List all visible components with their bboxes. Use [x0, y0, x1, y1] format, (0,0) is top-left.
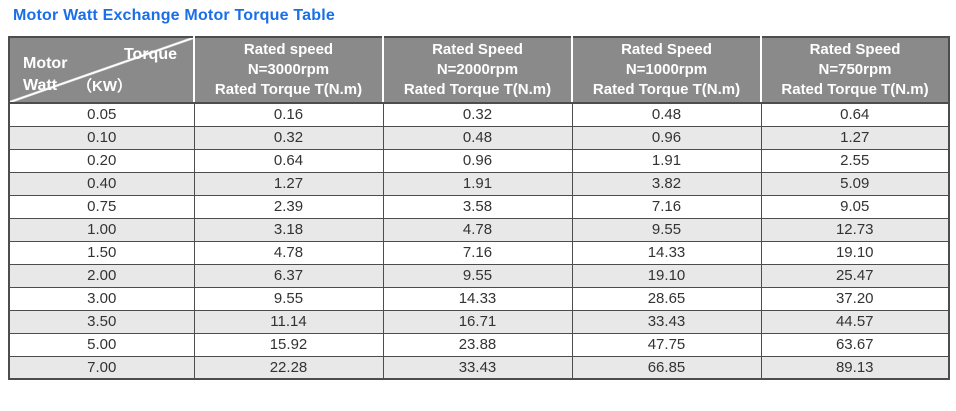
torque-value-cell: 9.55 [382, 263, 573, 288]
torque-value-cell: 7.16 [382, 240, 573, 265]
motor-watt-cell: 0.10 [8, 125, 195, 150]
header-line: N=1000rpm [625, 61, 708, 79]
header-line: Rated speed [243, 41, 334, 59]
corner-label-motor: Motor [23, 55, 68, 72]
motor-watt-cell: 0.05 [8, 102, 195, 127]
torque-value-cell: 4.78 [193, 240, 384, 265]
torque-value-cell: 22.28 [193, 355, 384, 380]
table-row: 1.00 3.18 4.78 9.55 12.73 [8, 217, 950, 242]
torque-value-cell: 0.96 [571, 125, 762, 150]
column-header-750rpm: Rated Speed N=750rpm Rated Torque T(N.m) [760, 37, 949, 104]
torque-value-cell: 44.57 [760, 309, 950, 334]
header-row: Torque Motor Watt （KW） Rated speed N=300… [9, 37, 949, 104]
torque-value-cell: 37.20 [760, 286, 950, 311]
table-row: 7.00 22.28 33.43 66.85 89.13 [8, 355, 950, 380]
torque-value-cell: 23.88 [382, 332, 573, 357]
header-line: Rated Torque T(N.m) [781, 80, 929, 98]
motor-watt-cell: 0.75 [8, 194, 195, 219]
torque-value-cell: 25.47 [760, 263, 950, 288]
column-header-2000rpm: Rated Speed N=2000rpm Rated Torque T(N.m… [382, 37, 572, 104]
motor-watt-cell: 0.40 [8, 171, 195, 196]
torque-value-cell: 1.91 [382, 171, 573, 196]
torque-value-cell: 0.32 [382, 102, 573, 127]
torque-value-cell: 19.10 [760, 240, 950, 265]
torque-value-cell: 9.55 [193, 286, 384, 311]
header-line: Rated Speed [621, 41, 712, 59]
table-row: 0.05 0.16 0.32 0.48 0.64 [8, 102, 950, 127]
torque-value-cell: 1.27 [760, 125, 950, 150]
torque-value-cell: 12.73 [760, 217, 950, 242]
torque-value-cell: 63.67 [760, 332, 950, 357]
torque-value-cell: 33.43 [382, 355, 573, 380]
motor-watt-cell: 1.50 [8, 240, 195, 265]
torque-value-cell: 5.09 [760, 171, 950, 196]
header-line: N=2000rpm [436, 61, 519, 79]
motor-watt-cell: 7.00 [8, 355, 195, 380]
torque-value-cell: 0.32 [193, 125, 384, 150]
torque-value-cell: 6.37 [193, 263, 384, 288]
torque-value-cell: 89.13 [760, 355, 950, 380]
column-header-3000rpm: Rated speed N=3000rpm Rated Torque T(N.m… [193, 37, 383, 104]
torque-value-cell: 33.43 [571, 309, 762, 334]
motor-watt-cell: 2.00 [8, 263, 195, 288]
torque-value-cell: 0.64 [760, 102, 950, 127]
header-line: N=750rpm [818, 61, 892, 79]
corner-label-kw-unit: （KW） [77, 78, 132, 95]
header-line: Rated Torque T(N.m) [214, 80, 363, 98]
torque-value-cell: 1.91 [571, 148, 762, 173]
torque-value-cell: 28.65 [571, 286, 762, 311]
motor-watt-cell: 5.00 [8, 332, 195, 357]
torque-value-cell: 2.55 [760, 148, 950, 173]
table-row: 0.75 2.39 3.58 7.16 9.05 [8, 194, 950, 219]
table-row: 0.40 1.27 1.91 3.82 5.09 [8, 171, 950, 196]
torque-value-cell: 16.71 [382, 309, 573, 334]
column-header-1000rpm: Rated Speed N=1000rpm Rated Torque T(N.m… [571, 37, 761, 104]
table-row: 2.00 6.37 9.55 19.10 25.47 [8, 263, 950, 288]
torque-value-cell: 0.96 [382, 148, 573, 173]
torque-value-cell: 2.39 [193, 194, 384, 219]
table-row: 0.10 0.32 0.48 0.96 1.27 [8, 125, 950, 150]
motor-watt-cell: 3.00 [8, 286, 195, 311]
table-row: 3.00 9.55 14.33 28.65 37.20 [8, 286, 950, 311]
table-row: 5.00 15.92 23.88 47.75 63.67 [8, 332, 950, 357]
torque-value-cell: 19.10 [571, 263, 762, 288]
header-line: Rated Torque T(N.m) [592, 80, 741, 98]
torque-value-cell: 1.27 [193, 171, 384, 196]
header-line: Rated Speed [809, 41, 901, 59]
torque-value-cell: 14.33 [382, 286, 573, 311]
torque-value-cell: 47.75 [571, 332, 762, 357]
torque-value-cell: 15.92 [193, 332, 384, 357]
table-row: 1.50 4.78 7.16 14.33 19.10 [8, 240, 950, 265]
header-line: Rated Speed [432, 41, 523, 59]
torque-value-cell: 9.55 [571, 217, 762, 242]
torque-value-cell: 0.16 [193, 102, 384, 127]
torque-value-cell: 4.78 [382, 217, 573, 242]
motor-watt-cell: 1.00 [8, 217, 195, 242]
torque-value-cell: 14.33 [571, 240, 762, 265]
page-title: Motor Watt Exchange Motor Torque Table [13, 7, 335, 24]
torque-value-cell: 7.16 [571, 194, 762, 219]
torque-value-cell: 0.48 [571, 102, 762, 127]
table-row: 3.50 11.14 16.71 33.43 44.57 [8, 309, 950, 334]
torque-value-cell: 9.05 [760, 194, 950, 219]
torque-value-cell: 11.14 [193, 309, 384, 334]
torque-value-cell: 0.64 [193, 148, 384, 173]
corner-label-torque: Torque [123, 46, 177, 63]
motor-watt-cell: 3.50 [8, 309, 195, 334]
header-line: N=3000rpm [247, 61, 330, 79]
torque-value-cell: 3.18 [193, 217, 384, 242]
torque-value-cell: 66.85 [571, 355, 762, 380]
corner-header-cell: Torque Motor Watt （KW） [9, 37, 194, 104]
torque-value-cell: 3.82 [571, 171, 762, 196]
corner-label-watt: Watt [23, 77, 58, 94]
table-body: 0.05 0.16 0.32 0.48 0.64 0.10 0.32 0.48 0.96 1.27… [8, 102, 950, 380]
motor-torque-table: Torque Motor Watt （KW） Rated speed N=300… [8, 36, 950, 380]
table-row: 0.20 0.64 0.96 1.91 2.55 [8, 148, 950, 173]
motor-watt-cell: 0.20 [8, 148, 195, 173]
torque-value-cell: 0.48 [382, 125, 573, 150]
header-line: Rated Torque T(N.m) [403, 80, 552, 98]
torque-value-cell: 3.58 [382, 194, 573, 219]
